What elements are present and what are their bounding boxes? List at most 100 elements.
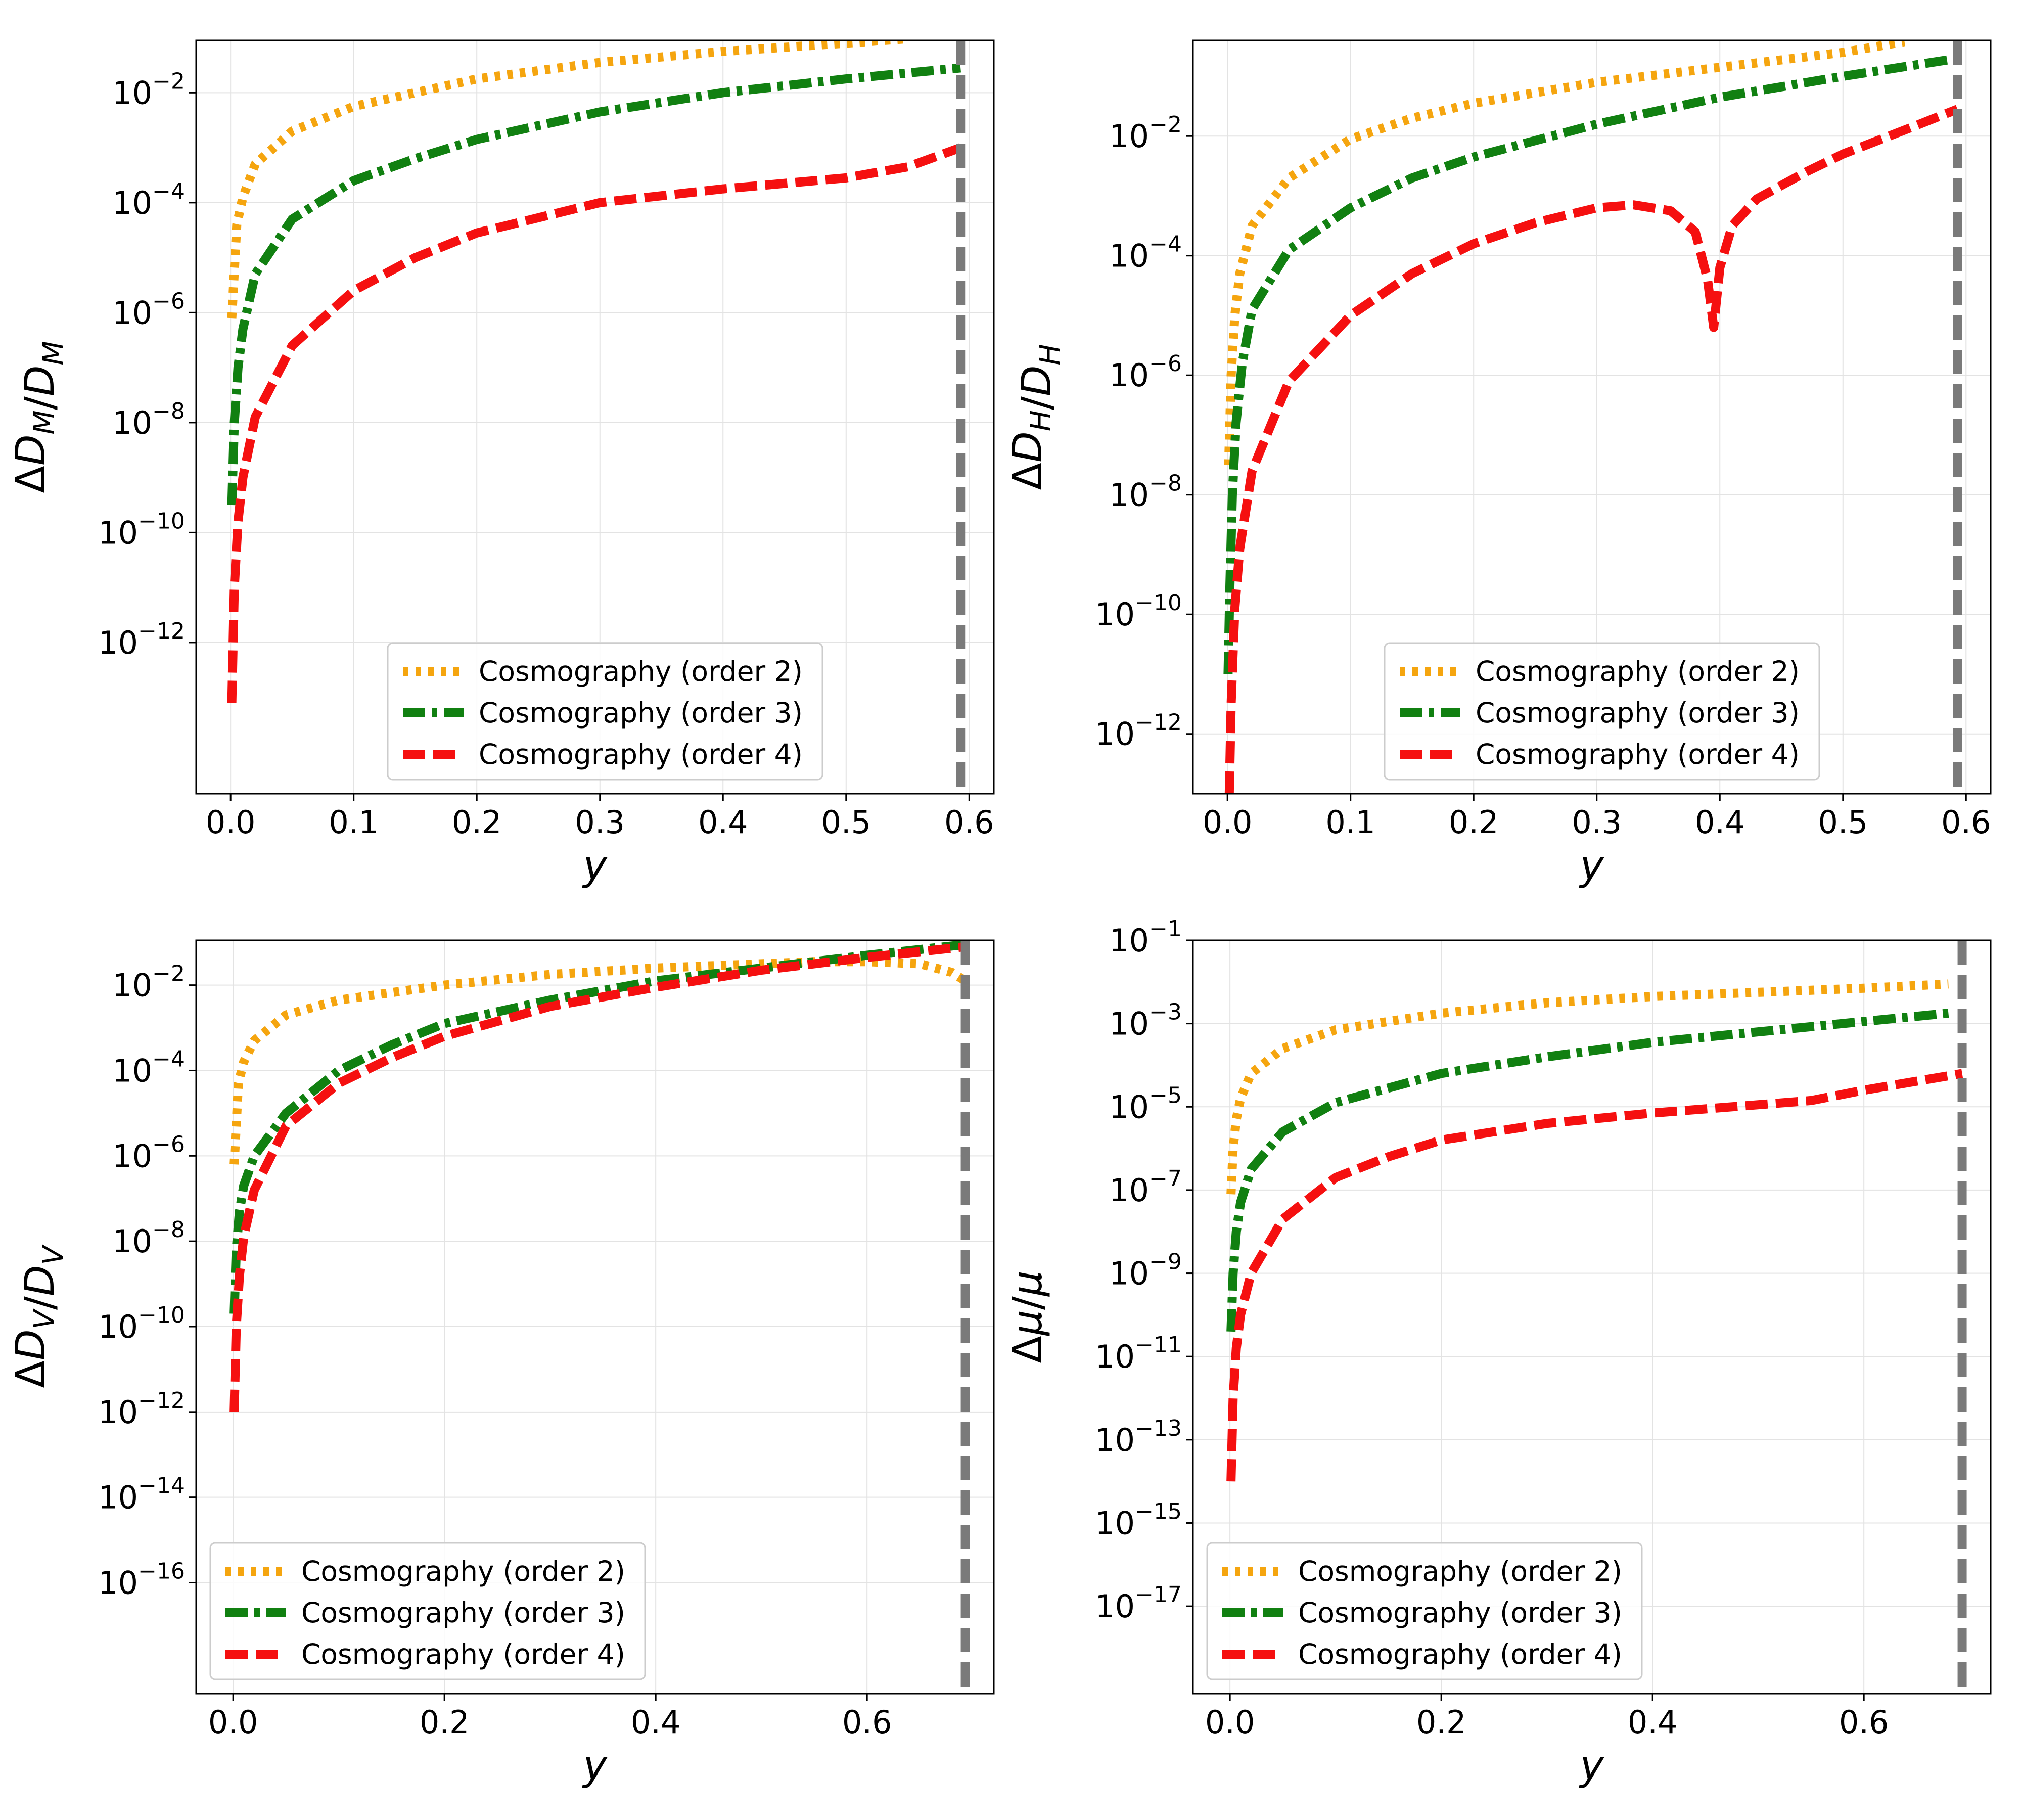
legend-label-order3: Cosmography (order 3) (301, 1597, 625, 1629)
y-tick-label: 10−8 (112, 398, 185, 441)
y-tick-label: 10−10 (98, 508, 185, 551)
legend: Cosmography (order 2) Cosmography (order … (1384, 642, 1820, 781)
series-line-order3 (229, 940, 966, 1314)
legend-label-order3: Cosmography (order 3) (1298, 1597, 1622, 1629)
x-axis-label: y (582, 1742, 608, 1789)
series-line-order4 (1224, 105, 1959, 794)
series-line-order3 (227, 63, 961, 506)
axes-frame (1192, 939, 1992, 1695)
x-tick-label: 0.5 (821, 804, 871, 841)
y-axis-label: ΔDM/DM (7, 341, 70, 493)
x-tick-label: 0.1 (1325, 804, 1375, 841)
series-line-order3 (1226, 1009, 1949, 1332)
x-tick-label: 0.0 (1205, 1704, 1255, 1741)
legend-label-order3: Cosmography (order 3) (1476, 697, 1800, 729)
x-tick-label: 0.6 (1941, 804, 1991, 841)
x-tick-label: 0.4 (1628, 1704, 1678, 1741)
x-axis-label: y (1579, 1742, 1604, 1789)
x-tick-label: 0.3 (1572, 804, 1622, 841)
chart-panel-dm: 0.0 0.1 0.2 0.3 0.4 0.5 0.6 10−12 10−10 10−8 10−6 1… (7, 39, 995, 889)
legend-label-order2: Cosmography (order 2) (479, 655, 803, 688)
series-line-order2 (1226, 979, 1949, 1195)
series-line-order4 (229, 942, 966, 1413)
x-axis-label: y (582, 842, 608, 889)
legend-box (1206, 1542, 1643, 1680)
series-line-order4 (1226, 1069, 1963, 1482)
x-tick-label: 0.0 (1203, 804, 1253, 841)
y-tick-label: 10−8 (112, 1217, 185, 1260)
legend-label-order2: Cosmography (order 2) (1298, 1555, 1622, 1587)
x-tick-label: 0.4 (1695, 804, 1745, 841)
y-tick-label: 10−9 (1109, 1249, 1182, 1292)
x-axis-label: y (1579, 842, 1604, 889)
series-line-order2 (1224, 40, 1906, 465)
y-tick-label: 10−5 (1109, 1082, 1182, 1125)
legend-label-order3: Cosmography (order 3) (479, 697, 803, 729)
y-axis-label: Δμ/μ (1004, 1270, 1051, 1363)
x-tick-label: 0.4 (631, 1704, 681, 1741)
y-tick-label: 10−15 (1095, 1498, 1182, 1541)
x-tick-label: 0.0 (208, 1704, 258, 1741)
y-tick-label: 10−11 (1095, 1332, 1182, 1375)
y-tick-label: 10−2 (1109, 112, 1182, 155)
chart-panel-dv: 0.0 0.2 0.4 0.6 10−16 10−14 10−12 10−10 10−8 10−6… (7, 939, 995, 1789)
chart-panel-dh: 0.0 0.1 0.2 0.3 0.4 0.5 0.6 10−12 10−10 10−8 10−6 1… (1004, 39, 1992, 889)
axes-frame (195, 39, 995, 795)
x-tick-label: 0.2 (420, 1704, 470, 1741)
y-tick-label: 10−10 (98, 1302, 185, 1345)
y-tick-label: 10−8 (1109, 471, 1182, 514)
y-tick-label: 10−17 (1095, 1582, 1182, 1625)
series-line-order2 (227, 40, 908, 318)
y-tick-label: 10−4 (112, 1046, 185, 1089)
legend: Cosmography (order 2) Cosmography (order … (387, 642, 823, 781)
x-tick-label: 0.1 (329, 804, 379, 841)
legend-label-order4: Cosmography (order 4) (1298, 1638, 1622, 1670)
y-tick-label: 10−7 (1109, 1166, 1182, 1209)
y-tick-label: 10−6 (112, 1131, 185, 1174)
y-tick-label: 10−1 (1109, 916, 1182, 959)
y-tick-label: 10−13 (1095, 1416, 1182, 1459)
y-tick-label: 10−4 (112, 178, 185, 221)
series-line-order4 (227, 143, 962, 703)
y-tick-label: 10−6 (1109, 351, 1182, 394)
legend: Cosmography (order 2) Cosmography (order … (1206, 1542, 1643, 1680)
legend-label-order2: Cosmography (order 2) (301, 1555, 625, 1587)
legend-label-order4: Cosmography (order 4) (301, 1638, 625, 1670)
axes-frame (195, 939, 995, 1695)
legend-box (209, 1542, 646, 1680)
legend-box (387, 642, 823, 781)
x-tick-label: 0.2 (1449, 804, 1499, 841)
chart-panel-mu: 0.0 0.2 0.4 0.6 10−17 10−15 10−13 10−11 10−9 10−7… (1004, 916, 1992, 1789)
y-tick-label: 10−2 (112, 961, 185, 1004)
x-tick-label: 0.2 (452, 804, 502, 841)
legend-label-order2: Cosmography (order 2) (1476, 655, 1800, 688)
y-tick-label: 10−3 (1109, 999, 1182, 1042)
series-line-order3 (1223, 54, 1958, 674)
y-tick-label: 10−2 (112, 68, 185, 111)
x-tick-label: 0.0 (206, 804, 256, 841)
x-tick-label: 0.6 (842, 1704, 892, 1741)
x-tick-label: 0.3 (575, 804, 625, 841)
x-tick-label: 0.6 (944, 804, 994, 841)
axes-frame (1192, 39, 1992, 795)
y-tick-label: 10−12 (98, 618, 185, 661)
legend-label-order4: Cosmography (order 4) (1476, 738, 1800, 770)
y-axis-label: ΔDV/DV (7, 1244, 70, 1388)
y-tick-label: 10−12 (98, 1388, 185, 1431)
legend-label-order4: Cosmography (order 4) (479, 738, 803, 770)
y-tick-label: 10−12 (1095, 710, 1182, 753)
y-tick-label: 10−6 (112, 288, 185, 331)
x-tick-label: 0.4 (698, 804, 748, 841)
y-tick-label: 10−4 (1109, 232, 1182, 275)
y-tick-label: 10−10 (1095, 590, 1182, 633)
x-tick-label: 0.2 (1416, 1704, 1466, 1741)
y-tick-label: 10−14 (98, 1473, 185, 1516)
y-tick-label: 10−16 (98, 1559, 185, 1602)
x-tick-label: 0.5 (1818, 804, 1868, 841)
legend-box (1384, 642, 1820, 781)
y-axis-label: ΔDH/DH (1004, 344, 1067, 490)
series-line-order2 (229, 957, 968, 1165)
x-tick-label: 0.6 (1839, 1704, 1889, 1741)
legend: Cosmography (order 2) Cosmography (order … (209, 1542, 646, 1680)
